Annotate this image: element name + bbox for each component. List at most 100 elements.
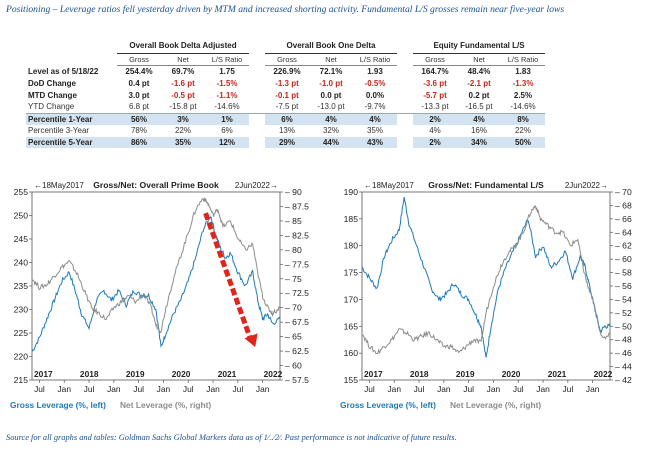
table-row-label: MTD Change <box>28 90 77 100</box>
year-label: 2022 <box>264 369 283 379</box>
year-label: 2020 <box>172 369 191 379</box>
month-label: Jul <box>34 384 45 394</box>
left-axis-tick-label: 175 <box>344 268 359 278</box>
right-axis-tick-label: – 62 <box>615 241 632 251</box>
right-axis-tick-label: – 64 <box>615 227 632 237</box>
start-date-label: ←18May2017 <box>34 181 84 190</box>
table-cell: 6% <box>221 126 233 136</box>
table-cell: 44% <box>309 136 353 149</box>
table-cell: 13% <box>278 126 295 136</box>
year-label: 2021 <box>548 369 567 379</box>
table-cell: -13.3 pt <box>421 102 449 112</box>
table-cell: 12% <box>205 136 249 149</box>
chart-title: Gross/Net: Overall Prime Book <box>93 180 219 190</box>
plot-frame <box>31 191 281 381</box>
table-cell: -0.1 pt <box>275 90 299 100</box>
table-cell: 0.2 pt <box>468 90 490 100</box>
table-row-label: Percentile 1-Year <box>26 112 117 126</box>
right-axis-tick-label: – 42 <box>615 375 632 385</box>
table-cell: 3.0 pt <box>128 90 150 100</box>
table-cell: -1.3% <box>512 79 534 89</box>
right-axis-tick-label: – 77.5 <box>285 259 309 269</box>
table-gap-cell <box>249 112 265 126</box>
table-cell: 32% <box>322 126 339 136</box>
table-column-header: Net <box>161 53 205 67</box>
table-gap-cell <box>397 78 413 90</box>
month-label: Jul <box>364 384 375 394</box>
left-axis-tick-label: 165 <box>344 321 359 331</box>
table-cell: 0.0 pt <box>320 90 342 100</box>
table-cell: 72.1% <box>319 67 343 77</box>
table-column-header: Net <box>457 53 501 67</box>
table-cell: 35% <box>161 136 205 149</box>
legend-net: Net Leverage (%, right) <box>450 400 541 410</box>
table-column-header: Gross <box>117 53 161 67</box>
table-cell: 254.4% <box>125 67 153 77</box>
gross-leverage-line <box>361 196 611 358</box>
table-cell: 50% <box>501 136 545 149</box>
table-gap-cell <box>397 66 413 78</box>
table-cell: -0.5 pt <box>171 90 195 100</box>
legend-net: Net Leverage (%, right) <box>120 400 211 410</box>
month-label: Jan <box>107 384 121 394</box>
right-axis-tick-label: – 68 <box>615 200 632 210</box>
table-cell: 8% <box>501 112 545 126</box>
table-column-header: Net <box>309 53 353 67</box>
year-label: 2021 <box>218 369 237 379</box>
table-cell: -16.5 pt <box>465 102 493 112</box>
table-cell: 4% <box>353 112 397 126</box>
table-corner-cell <box>26 40 117 53</box>
table-cell: -1.5% <box>216 79 238 89</box>
table-cell: -0.5% <box>364 79 386 89</box>
table-cell: 22% <box>174 126 191 136</box>
table-cell: 78% <box>130 126 147 136</box>
table-cell: 0.4 pt <box>128 79 150 89</box>
right-axis-tick-label: – 67.5 <box>285 317 309 327</box>
table-cell: 6.8 pt <box>128 102 149 112</box>
right-axis-tick-label: – 90 <box>285 187 302 197</box>
table-row-label: DoD Change <box>28 79 76 89</box>
table-cell: 43% <box>353 136 397 149</box>
legend-gross: Gross Leverage (%, left) <box>10 400 106 410</box>
right-axis-tick-label: – 72.5 <box>285 288 309 298</box>
table-gap-cell <box>397 137 413 149</box>
right-axis-tick-label: – 62.5 <box>285 346 309 356</box>
table-gap-cell <box>249 40 265 53</box>
left-axis-tick-label: 225 <box>14 328 29 338</box>
table-cell: 6% <box>265 112 309 126</box>
table-gap-cell <box>397 53 413 66</box>
right-axis-tick-label: – 60 <box>615 254 632 264</box>
table-cell: -9.7% <box>364 102 386 112</box>
month-label: Jan <box>387 384 401 394</box>
start-date-label: ←18May2017 <box>364 181 414 190</box>
table-column-header: L/S Ratio <box>353 53 397 67</box>
month-label: Jul <box>463 384 474 394</box>
table-subheader-row: Gross Net L/S Ratio Gross Net L/S Ratio Gross N… <box>26 53 545 67</box>
year-label: 2017 <box>364 369 383 379</box>
table-column-header: Gross <box>265 53 309 67</box>
year-label: 2018 <box>80 369 99 379</box>
table-gap-cell <box>249 66 265 78</box>
plot-frame <box>361 191 611 381</box>
chart-fundamental-ls: Gross/Net: Fundamental L/S ←18May2017 2Jun… <box>340 180 632 410</box>
table-cell: 29% <box>265 136 309 149</box>
leverage-stats-table: Overall Book Delta Adjusted Overall Book … <box>26 40 545 149</box>
chart-overall-prime-book: Gross/Net: Overall Prime Book ←18May2017 2… <box>10 180 309 410</box>
right-axis-tick-label: – 54 <box>615 294 632 304</box>
table-cell: -7.5 pt <box>275 102 299 112</box>
month-label: Jan <box>206 384 220 394</box>
end-date-label: 2Jun2022→ <box>235 181 278 190</box>
table-row: DoD Change 0.4 pt -1.6 pt -1.5% -1.3 pt -1.0 … <box>26 78 545 90</box>
table-cell: 1% <box>205 112 249 126</box>
table-group-header: Overall Book One Delta <box>265 40 397 54</box>
right-axis-tick-label: – 57.5 <box>285 375 309 385</box>
table-row: YTD Change 6.8 pt -15.8 pt -14.6% -7.5 pt -13… <box>26 101 545 113</box>
table-gap-cell <box>249 53 265 66</box>
table-cell: 69.7% <box>171 67 195 77</box>
downtrend-arrow-head <box>244 333 258 348</box>
table-gap-cell <box>249 137 265 149</box>
table-cell: 2% <box>413 136 457 149</box>
month-label: Jul <box>133 384 144 394</box>
table-cell: -1.0 pt <box>319 79 343 89</box>
table-cell: -1.3 pt <box>275 79 299 89</box>
